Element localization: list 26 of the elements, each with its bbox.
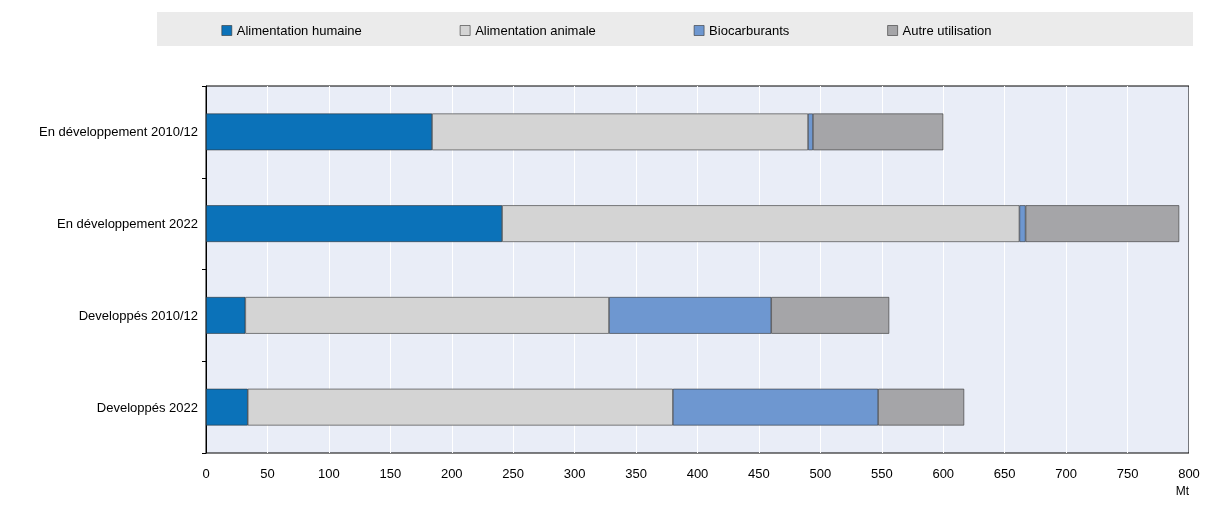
legend-label: Alimentation humaine bbox=[236, 23, 362, 38]
x-axis-title: Mt bbox=[1175, 484, 1190, 498]
x-tick-label: 500 bbox=[809, 466, 832, 481]
x-tick-label: 600 bbox=[932, 466, 955, 481]
legend-label: Alimentation animale bbox=[475, 23, 596, 38]
y-tick-label: En développement 2022 bbox=[57, 216, 198, 232]
x-tick-label: 200 bbox=[440, 466, 463, 481]
x-tick-label: 750 bbox=[1116, 466, 1139, 481]
x-tick-label: 350 bbox=[625, 466, 647, 481]
y-tick-label: Developpés 2022 bbox=[96, 399, 198, 415]
legend-label: Biocarburants bbox=[709, 23, 790, 38]
x-tick-label: 400 bbox=[686, 466, 709, 481]
x-tick-label: 150 bbox=[379, 466, 402, 481]
x-tick-label: 300 bbox=[563, 466, 586, 481]
x-tick-label: 700 bbox=[1055, 466, 1077, 481]
x-tick-label: 0 bbox=[202, 466, 210, 481]
legend-label: Autre utilisation bbox=[902, 23, 992, 38]
y-tick-label: En développement 2010/12 bbox=[38, 124, 198, 140]
x-tick-label: 800 bbox=[1178, 466, 1200, 481]
y-tick-label: Developpés 2010/12 bbox=[78, 307, 198, 323]
x-tick-label: 650 bbox=[993, 466, 1016, 481]
x-tick-label: 50 bbox=[260, 466, 275, 481]
x-tick-label: 100 bbox=[318, 466, 340, 481]
x-tick-label: 250 bbox=[502, 466, 525, 481]
x-tick-label: 550 bbox=[870, 466, 893, 481]
x-tick-label: 450 bbox=[748, 466, 770, 481]
